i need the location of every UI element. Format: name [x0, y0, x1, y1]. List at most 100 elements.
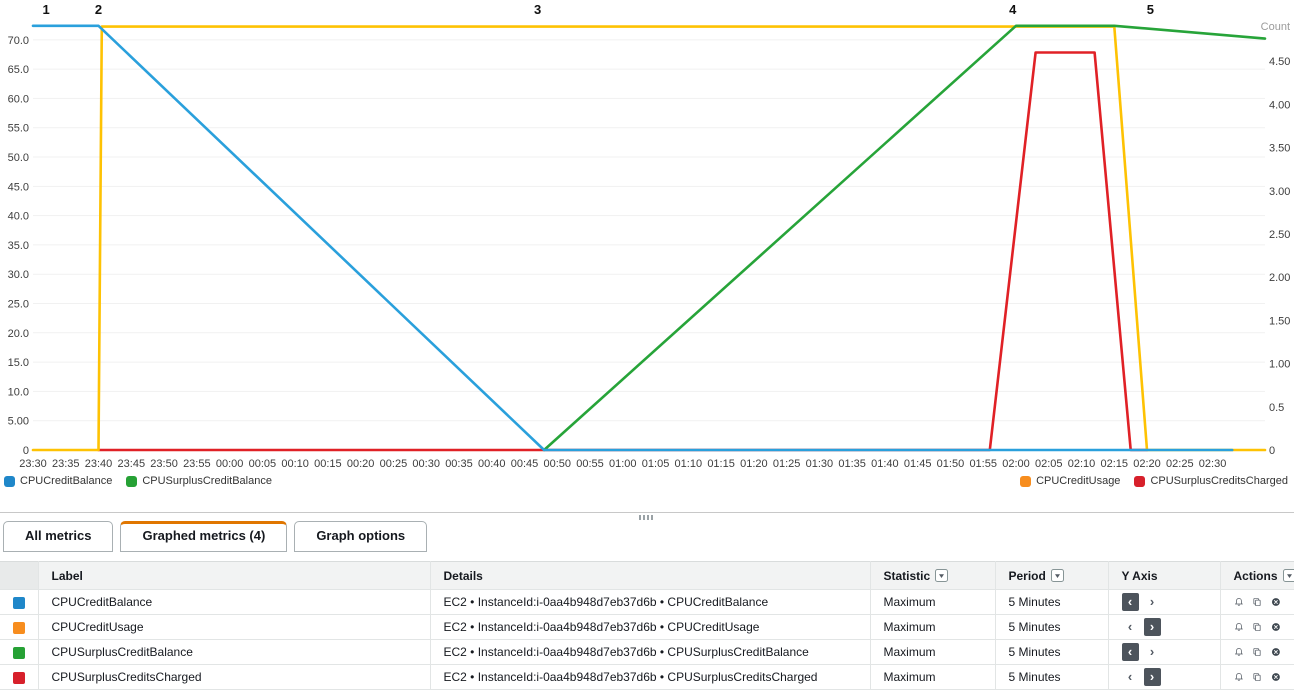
legend-item-cpusurpluscreditbalance[interactable]: CPUSurplusCreditBalance [126, 475, 272, 487]
svg-text:00:05: 00:05 [249, 458, 277, 470]
svg-text:02:20: 02:20 [1133, 458, 1161, 470]
legend-label: CPUCreditUsage [1036, 475, 1121, 487]
metrics-chart: 0 5.00 10.0 15.0 20.0 25.0 30.0 35.0 40.0 45.0 50.… [0, 0, 1294, 489]
y-axis-right-button[interactable]: › [1143, 668, 1161, 686]
statistic-column-header: Statistic [870, 561, 996, 590]
legend-swatch-icon [4, 475, 15, 487]
legend-item-cpucreditbalance[interactable]: CPUCreditBalance [4, 475, 112, 487]
period-cell[interactable]: 5 Minutes [995, 639, 1109, 665]
alarm-bell-icon[interactable] [1234, 619, 1244, 635]
period-cell[interactable]: 5 Minutes [995, 664, 1109, 690]
svg-text:23:55: 23:55 [183, 458, 211, 470]
svg-text:00:55: 00:55 [576, 458, 604, 470]
svg-text:30.0: 30.0 [8, 269, 29, 281]
row-actions [1234, 619, 1282, 635]
svg-text:01:00: 01:00 [609, 458, 637, 470]
remove-metric-icon[interactable] [1271, 669, 1281, 685]
period-cell[interactable]: 5 Minutes [995, 589, 1109, 615]
metric-details-cell: EC2 • InstanceId:i-0aa4b948d7eb37d6b • C… [430, 614, 871, 640]
duplicate-icon[interactable] [1252, 619, 1262, 635]
tab-graph-options[interactable]: Graph options [294, 521, 428, 552]
y-axis-right-button[interactable]: › [1143, 618, 1161, 636]
svg-text:00:00: 00:00 [216, 458, 244, 470]
series-color-swatch[interactable] [12, 671, 25, 684]
y-axis-right-button[interactable]: › [1144, 593, 1161, 611]
svg-text:01:15: 01:15 [707, 458, 735, 470]
period-cell[interactable]: 5 Minutes [995, 614, 1109, 640]
statistic-cell[interactable]: Maximum [870, 614, 996, 640]
metric-label-cell[interactable]: CPUSurplusCreditsCharged [38, 664, 431, 690]
svg-text:02:05: 02:05 [1035, 458, 1063, 470]
right-axis-title: Count [1261, 21, 1290, 33]
y-axis-left-button[interactable]: ‹ [1121, 593, 1139, 611]
metric-label-cell[interactable]: CPUCreditUsage [38, 614, 431, 640]
duplicate-icon[interactable] [1252, 644, 1262, 660]
svg-text:5.00: 5.00 [8, 416, 29, 428]
tab-graphed-metrics[interactable]: Graphed metrics (4) [120, 521, 288, 552]
statistic-cell[interactable]: Maximum [870, 639, 996, 665]
svg-text:23:40: 23:40 [85, 458, 113, 470]
duplicate-icon[interactable] [1252, 669, 1262, 685]
series-line-CPUSurplusCreditsCharged[interactable] [97, 51, 1149, 452]
svg-text:01:50: 01:50 [937, 458, 965, 470]
svg-text:4.50: 4.50 [1269, 56, 1290, 68]
duplicate-icon[interactable] [1252, 594, 1262, 610]
chart-canvas[interactable]: 05.0010.015.020.025.030.035.040.045.050.… [0, 0, 1294, 472]
svg-text:70.0: 70.0 [8, 35, 29, 47]
y-axis-column-header: Y Axis [1108, 561, 1221, 590]
svg-text:10.0: 10.0 [8, 386, 29, 398]
y-axis-right-button[interactable]: › [1144, 643, 1161, 661]
svg-text:00:50: 00:50 [543, 458, 571, 470]
tab-all-metrics[interactable]: All metrics [3, 521, 114, 552]
alarm-bell-icon[interactable] [1234, 594, 1244, 610]
annotation-5: 5 [1147, 2, 1154, 17]
actions-dropdown-icon[interactable] [1282, 569, 1294, 582]
legend-left-group: CPUCreditBalance CPUSurplusCreditBalance [4, 475, 272, 487]
legend-item-cpucreditusage[interactable]: CPUCreditUsage [1020, 475, 1120, 487]
remove-metric-icon[interactable] [1271, 594, 1281, 610]
alarm-bell-icon[interactable] [1234, 644, 1244, 660]
series-line-CPUCreditUsage[interactable] [31, 25, 1267, 452]
svg-text:60.0: 60.0 [8, 93, 29, 105]
resize-grip-icon[interactable] [639, 515, 655, 520]
period-dropdown-icon[interactable] [1050, 569, 1064, 582]
y-axis-left-button[interactable]: ‹ [1122, 618, 1139, 636]
svg-text:00:30: 00:30 [412, 458, 440, 470]
svg-text:25.0: 25.0 [8, 299, 29, 311]
series-color-swatch[interactable] [12, 596, 25, 609]
statistic-cell[interactable]: Maximum [870, 589, 996, 615]
svg-text:01:20: 01:20 [740, 458, 768, 470]
metric-details-cell: EC2 • InstanceId:i-0aa4b948d7eb37d6b • C… [430, 639, 871, 665]
svg-text:3.00: 3.00 [1269, 186, 1290, 198]
svg-text:0.5: 0.5 [1269, 402, 1284, 414]
metric-label-cell[interactable]: CPUSurplusCreditBalance [38, 639, 431, 665]
color-column-header [0, 561, 39, 590]
statistic-cell[interactable]: Maximum [870, 664, 996, 690]
annotation-2: 2 [95, 2, 102, 17]
series-line-CPUCreditBalance[interactable] [31, 24, 1234, 452]
legend-item-cpusurpluscreditscharged[interactable]: CPUSurplusCreditsCharged [1134, 475, 1288, 487]
chart-legend: CPUCreditBalance CPUSurplusCreditBalance… [0, 472, 1294, 489]
metric-details-cell: EC2 • InstanceId:i-0aa4b948d7eb37d6b • C… [430, 664, 871, 690]
svg-text:50.0: 50.0 [8, 152, 29, 164]
legend-label: CPUSurplusCreditsCharged [1150, 475, 1288, 487]
row-actions [1234, 644, 1282, 660]
remove-metric-icon[interactable] [1271, 644, 1281, 660]
svg-text:00:20: 00:20 [347, 458, 375, 470]
alarm-bell-icon[interactable] [1234, 669, 1244, 685]
series-color-swatch[interactable] [12, 646, 25, 659]
y-axis-left-button[interactable]: ‹ [1122, 668, 1139, 686]
svg-text:0: 0 [23, 445, 29, 457]
series-line-CPUSurplusCreditBalance[interactable] [542, 24, 1267, 452]
svg-text:3.50: 3.50 [1269, 143, 1290, 155]
metric-label-cell[interactable]: CPUCreditBalance [38, 589, 431, 615]
row-actions [1234, 669, 1282, 685]
svg-text:55.0: 55.0 [8, 123, 29, 135]
remove-metric-icon[interactable] [1271, 619, 1281, 635]
statistic-dropdown-icon[interactable] [935, 569, 949, 582]
y-axis-left-button[interactable]: ‹ [1121, 643, 1139, 661]
row-actions [1234, 594, 1282, 610]
series-color-swatch[interactable] [12, 621, 25, 634]
legend-swatch-icon [1134, 475, 1146, 487]
actions-column-header: Actions [1220, 561, 1294, 590]
